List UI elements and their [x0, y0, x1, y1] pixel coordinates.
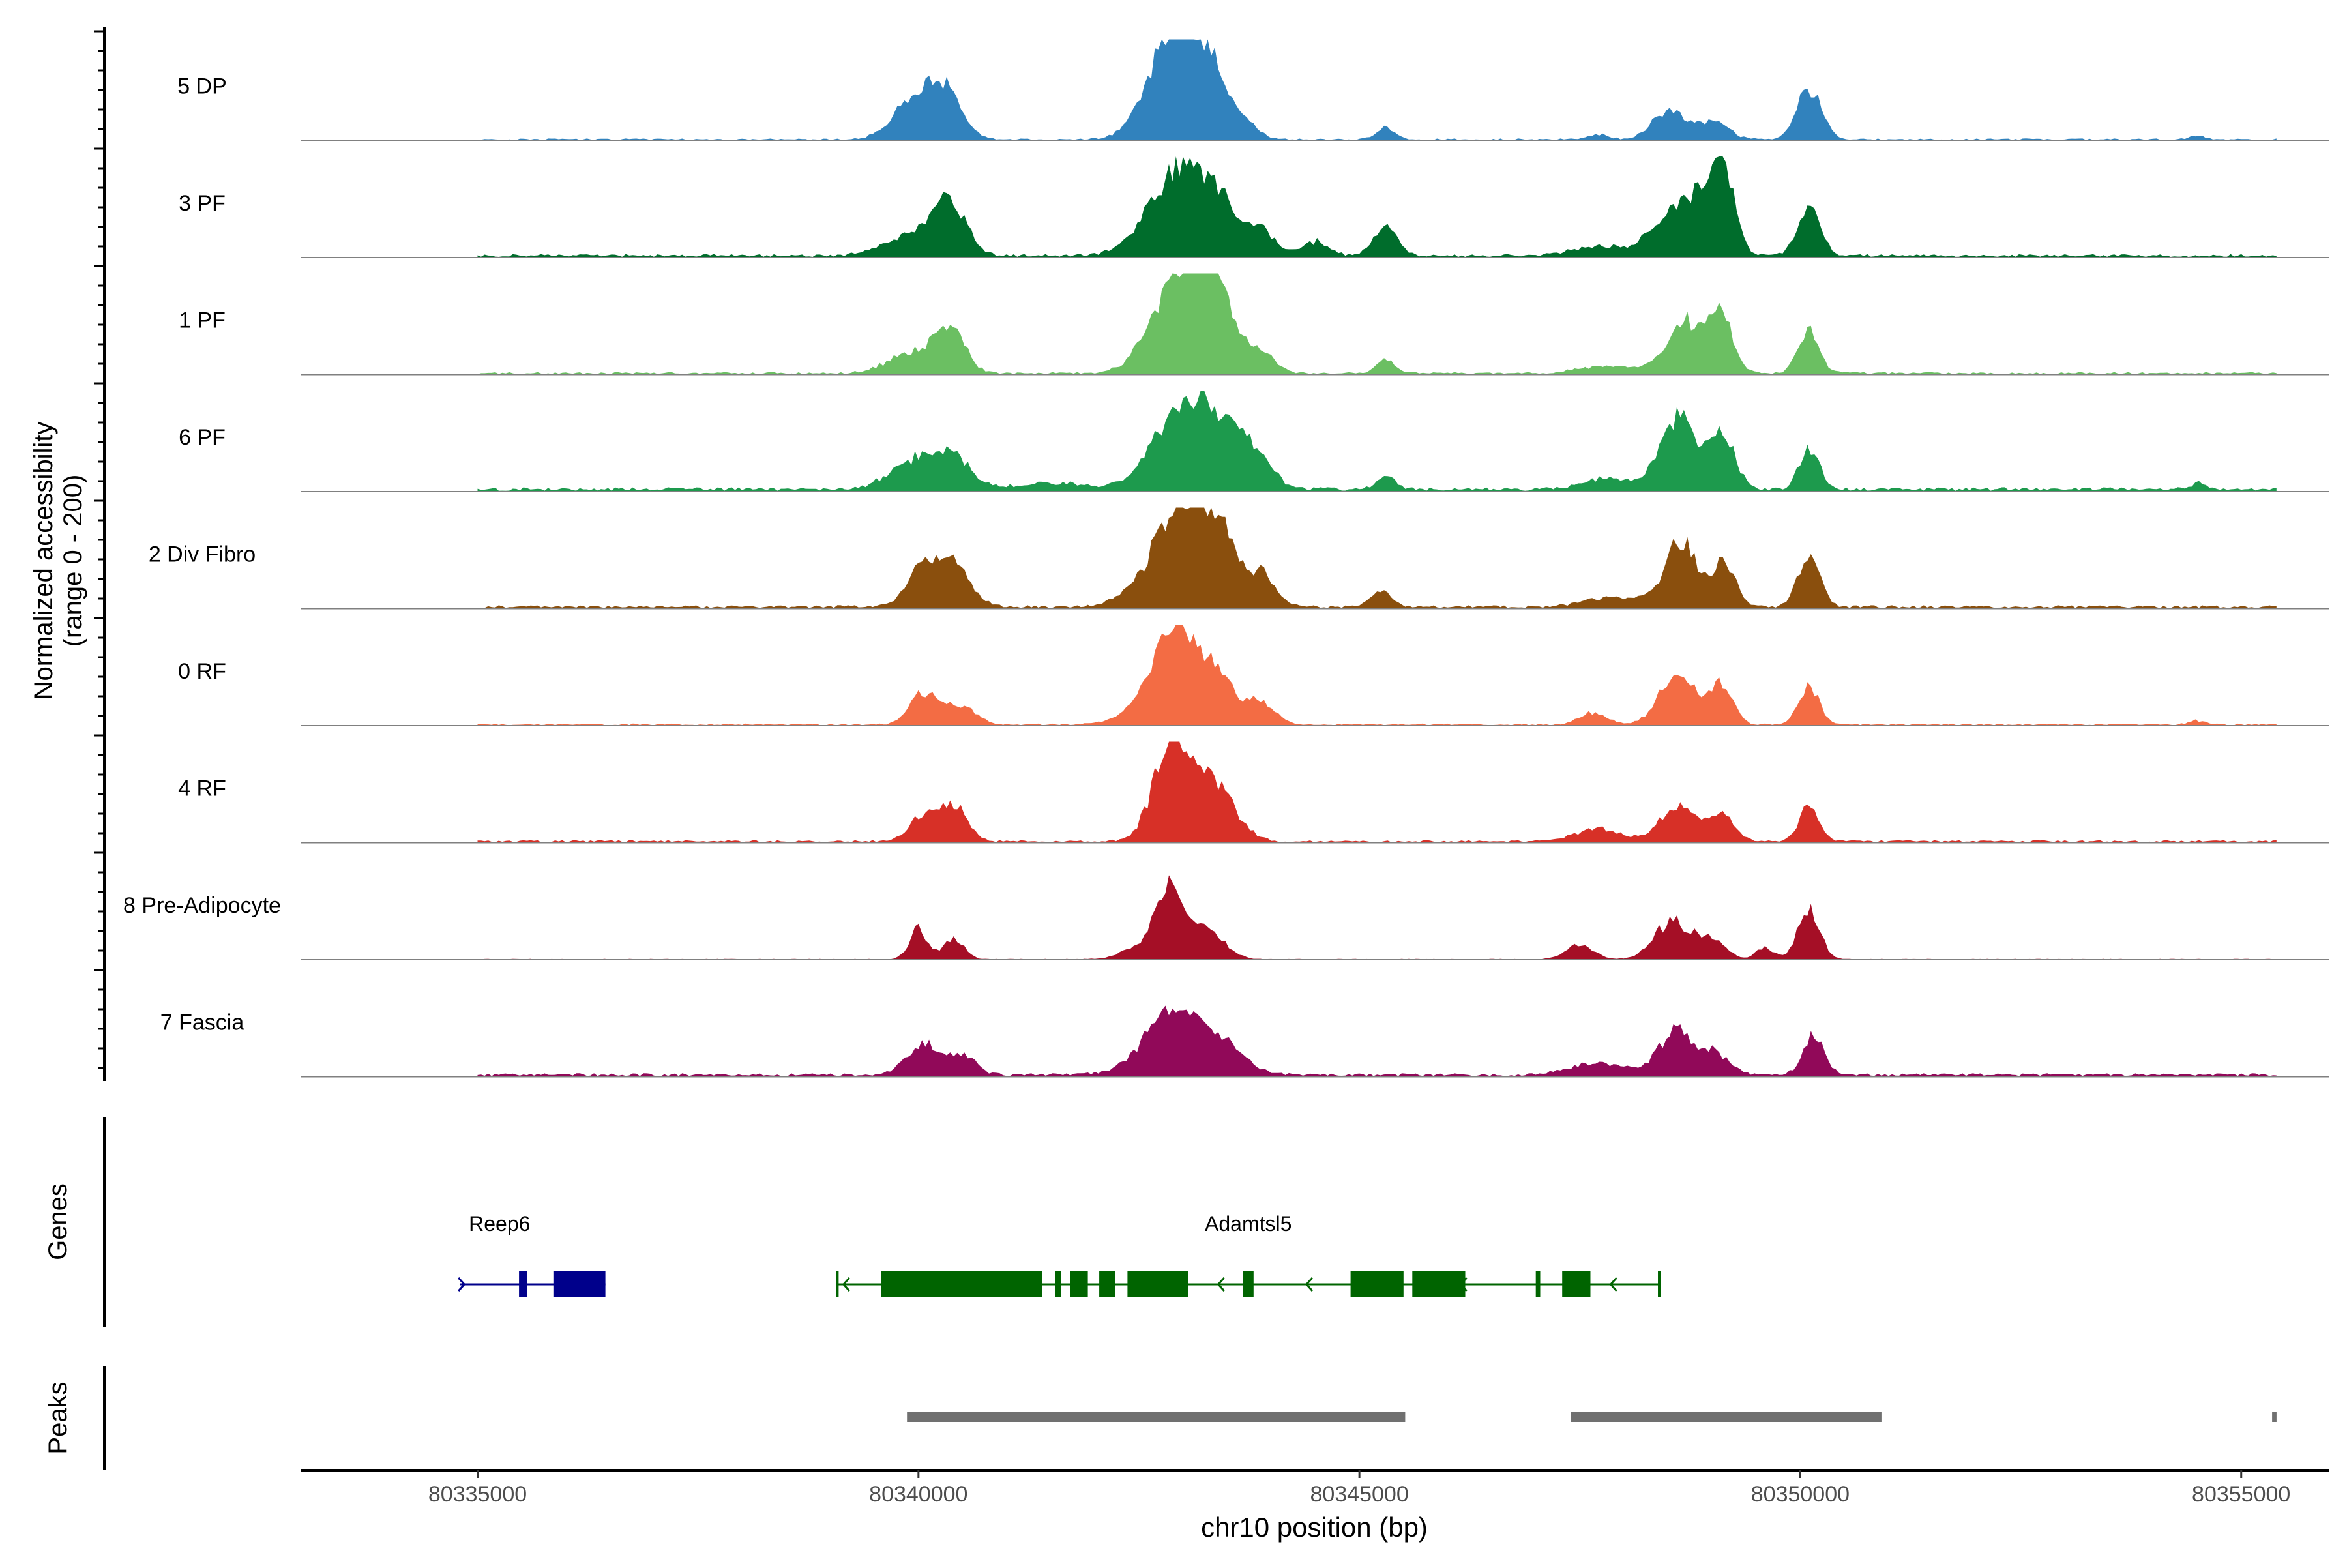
- x-tick-label: 80345000: [1310, 1482, 1408, 1507]
- gene-strand-arrow: [458, 1277, 466, 1292]
- gene-exon: [553, 1271, 582, 1297]
- x-axis-ticks: 80335000 80340000 80345000 80350000 80355000: [428, 1470, 2290, 1507]
- peak-bar: [2272, 1412, 2277, 1422]
- track-label-6-pf: 6 PF: [179, 425, 226, 450]
- track-label-2-div-fibro: 2 Div Fibro: [149, 542, 256, 567]
- gene-exon: [881, 1271, 1042, 1297]
- track-5-dp: 5 DP: [177, 39, 2329, 141]
- gene-strand-arrow: [1609, 1277, 1617, 1292]
- x-tick-label: 80340000: [869, 1482, 967, 1507]
- track-label-7-fascia: 7 Fascia: [160, 1011, 244, 1035]
- coverage-area-5-dp: [477, 39, 2277, 141]
- coverage-area-4-rf: [477, 741, 2277, 843]
- coverage-area-7-fascia: [477, 1005, 2277, 1077]
- gene-exon: [1099, 1271, 1115, 1297]
- gene-exon: [1055, 1271, 1061, 1297]
- coverage-area-2-div-fibro: [477, 507, 2277, 609]
- gene-exon: [1350, 1271, 1404, 1297]
- track-label-1-pf: 1 PF: [179, 308, 226, 333]
- coverage-area-1-pf: [477, 273, 2277, 375]
- peak-regions: [907, 1412, 2277, 1422]
- peaks-panel-title: Peaks: [44, 1382, 72, 1454]
- track-label-4-rf: 4 RF: [178, 777, 226, 801]
- track-1-pf: 1 PF: [179, 273, 2329, 376]
- gene-exon: [1412, 1271, 1466, 1297]
- gene-exon: [1127, 1271, 1188, 1297]
- track-8-pre-adipocyte: 8 Pre-Adipocyte: [123, 875, 2329, 960]
- gene-annotations: Reep6 Adamtsl5: [458, 1212, 1661, 1297]
- gene-strand-arrow: [554, 1277, 563, 1292]
- gene-exon: [1535, 1271, 1541, 1297]
- gene-label-adamtsl5: Adamtsl5: [1205, 1212, 1292, 1235]
- gene-strand-arrow: [842, 1277, 850, 1292]
- track-4-rf: 4 RF: [178, 741, 2329, 844]
- peak-bar: [907, 1412, 1406, 1422]
- gene-reep6: Reep6: [458, 1212, 606, 1297]
- coverage-area-6-pf: [477, 391, 2277, 492]
- track-label-0-rf: 0 RF: [178, 659, 226, 684]
- track-3-pf: 3 PF: [179, 156, 2329, 258]
- gene-exon: [1070, 1271, 1088, 1297]
- track-label-5-dp: 5 DP: [177, 74, 227, 99]
- gene-adamtsl5: Adamtsl5: [836, 1212, 1661, 1297]
- gene-strand-arrow: [1179, 1277, 1188, 1292]
- genes-panel-title: Genes: [44, 1183, 72, 1260]
- gene-label-reep6: Reep6: [469, 1212, 530, 1235]
- gene-strand-arrow: [1217, 1277, 1225, 1292]
- gene-exon: [1562, 1271, 1591, 1297]
- gene-strand-arrow: [1305, 1277, 1314, 1292]
- coverage-tracks: 5 DP 3 PF 1 PF 6 PF 2 Div Fibro 0 RF 4 RF 8 Pre…: [123, 39, 2329, 1078]
- coverage-area-3-pf: [477, 156, 2277, 258]
- gene-strand-arrow: [1459, 1277, 1468, 1292]
- y-axis-title-line1: Normalized accessibility: [29, 422, 58, 700]
- x-tick-label: 80335000: [428, 1482, 527, 1507]
- track-label-8-pre-adipocyte: 8 Pre-Adipocyte: [123, 893, 281, 918]
- track-label-3-pf: 3 PF: [179, 191, 226, 216]
- coverage-area-0-rf: [477, 625, 2277, 726]
- gene-exon: [582, 1271, 606, 1297]
- gene-exon: [1243, 1271, 1254, 1297]
- y-axis-title-line2: (range 0 - 200): [59, 475, 87, 647]
- peak-bar: [1571, 1412, 1882, 1422]
- gene-exon: [519, 1271, 527, 1297]
- x-tick-label: 80355000: [2192, 1482, 2290, 1507]
- track-7-fascia: 7 Fascia: [160, 1005, 2329, 1078]
- x-tick-label: 80350000: [1751, 1482, 1850, 1507]
- track-6-pf: 6 PF: [179, 391, 2329, 492]
- x-axis-title: chr10 position (bp): [1201, 1512, 1428, 1543]
- track-2-div-fibro: 2 Div Fibro: [149, 507, 2329, 610]
- track-0-rf: 0 RF: [178, 625, 2329, 726]
- coverage-y-ticks: [94, 30, 104, 1069]
